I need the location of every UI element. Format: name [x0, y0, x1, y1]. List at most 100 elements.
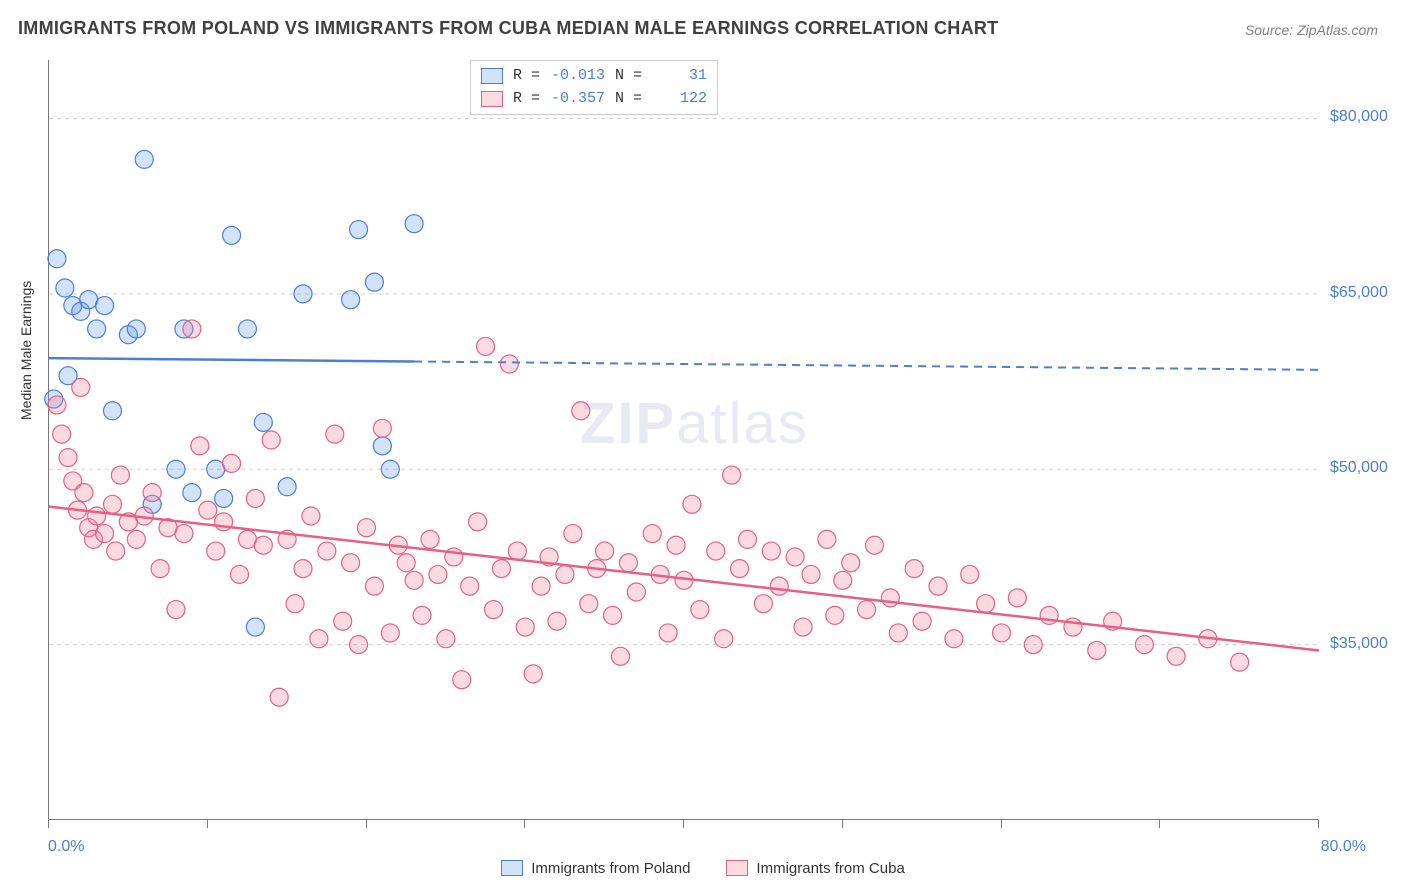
data-point [405, 571, 423, 589]
data-point [246, 489, 264, 507]
data-point [223, 226, 241, 244]
data-point [469, 513, 487, 531]
data-point [858, 601, 876, 619]
data-point [667, 536, 685, 554]
data-point [175, 525, 193, 543]
data-point [88, 320, 106, 338]
data-point [358, 519, 376, 537]
data-point [286, 595, 304, 613]
data-point [104, 495, 122, 513]
x-tick [1001, 820, 1002, 828]
legend-item: Immigrants from Poland [501, 860, 690, 877]
x-tick [1159, 820, 1160, 828]
legend-bottom: Immigrants from PolandImmigrants from Cu… [0, 860, 1406, 881]
data-point [524, 665, 542, 683]
plot-area [48, 60, 1318, 820]
data-point [72, 378, 90, 396]
data-point [96, 297, 114, 315]
data-point [453, 671, 471, 689]
data-point [1167, 647, 1185, 665]
data-point [437, 630, 455, 648]
data-point [548, 612, 566, 630]
data-point [127, 530, 145, 548]
trendline-dashed [414, 362, 1319, 370]
legend-swatch [481, 91, 503, 107]
x-axis-max-label: 80.0% [1321, 838, 1366, 856]
data-point [485, 601, 503, 619]
data-point [731, 560, 749, 578]
data-point [350, 636, 368, 654]
data-point [516, 618, 534, 636]
data-point [945, 630, 963, 648]
data-point [604, 606, 622, 624]
legend-n-value: 122 [652, 88, 707, 111]
data-point [477, 337, 495, 355]
data-point [961, 565, 979, 583]
data-point [342, 291, 360, 309]
data-point [993, 624, 1011, 642]
data-point [294, 560, 312, 578]
data-point [88, 507, 106, 525]
data-point [246, 618, 264, 636]
data-point [1024, 636, 1042, 654]
data-point [754, 595, 772, 613]
data-point [1231, 653, 1249, 671]
data-point [1008, 589, 1026, 607]
legend-item-label: Immigrants from Poland [531, 860, 690, 877]
data-point [739, 530, 757, 548]
data-point [683, 495, 701, 513]
data-point [231, 565, 249, 583]
data-point [310, 630, 328, 648]
legend-correlation: R =-0.013N =31R =-0.357N =122 [470, 60, 718, 115]
data-point [643, 525, 661, 543]
data-point [659, 624, 677, 642]
data-point [866, 536, 884, 554]
data-point [59, 449, 77, 467]
x-tick [48, 820, 49, 828]
data-point [802, 565, 820, 583]
data-point [770, 577, 788, 595]
data-point [135, 150, 153, 168]
data-point [167, 601, 185, 619]
x-tick [524, 820, 525, 828]
data-point [596, 542, 614, 560]
data-point [143, 484, 161, 502]
data-point [302, 507, 320, 525]
data-point [326, 425, 344, 443]
data-point [75, 484, 93, 502]
data-point [572, 402, 590, 420]
data-point [762, 542, 780, 560]
source-label: Source: ZipAtlas.com [1245, 22, 1378, 38]
data-point [929, 577, 947, 595]
data-point [842, 554, 860, 572]
data-point [270, 688, 288, 706]
data-point [104, 402, 122, 420]
data-point [429, 565, 447, 583]
data-point [107, 542, 125, 560]
legend-r-label: R = [513, 65, 540, 88]
y-tick-label: $35,000 [1330, 635, 1388, 653]
data-point [580, 595, 598, 613]
data-point [461, 577, 479, 595]
data-point [254, 413, 272, 431]
data-point [715, 630, 733, 648]
data-point [723, 466, 741, 484]
data-point [691, 601, 709, 619]
x-tick [683, 820, 684, 828]
x-tick [207, 820, 208, 828]
legend-r-value: -0.357 [550, 88, 605, 111]
legend-swatch [481, 68, 503, 84]
data-point [262, 431, 280, 449]
data-point [365, 577, 383, 595]
data-point [381, 460, 399, 478]
data-point [48, 396, 66, 414]
legend-r-label: R = [513, 88, 540, 111]
data-point [334, 612, 352, 630]
data-point [532, 577, 550, 595]
x-tick [1318, 820, 1319, 828]
data-point [1135, 636, 1153, 654]
data-point [619, 554, 637, 572]
x-tick [366, 820, 367, 828]
data-point [564, 525, 582, 543]
data-point [834, 571, 852, 589]
